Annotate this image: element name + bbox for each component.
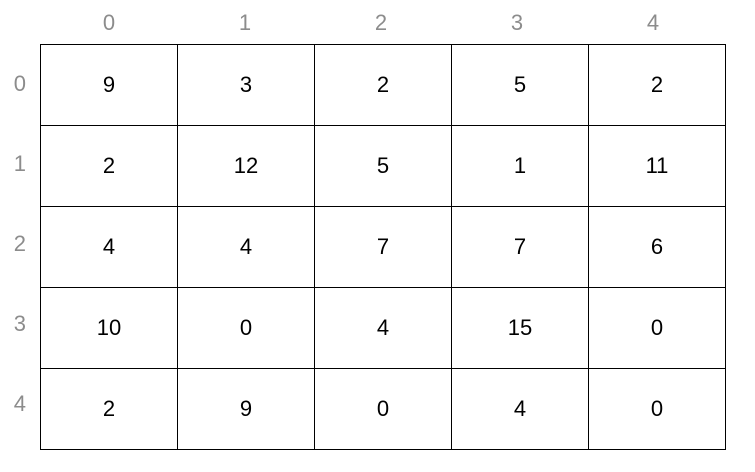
matrix-cell: 2 <box>40 125 178 207</box>
col-header-label: 3 <box>510 10 524 35</box>
row-header-label: 0 <box>13 71 26 96</box>
row-header-label: 1 <box>13 151 26 176</box>
matrix-cell: 9 <box>40 44 178 126</box>
matrix-cell: 4 <box>314 287 452 369</box>
matrix-cell: 15 <box>451 287 589 369</box>
matrix-cell: 4 <box>451 368 589 450</box>
table-row: 9 3 2 5 2 <box>40 44 726 126</box>
matrix-cell: 7 <box>451 206 589 288</box>
col-header-label: 2 <box>374 10 388 35</box>
matrix-cell: 5 <box>451 44 589 126</box>
column-header-row: 0 1 2 3 4 <box>41 10 721 36</box>
row-header-label: 3 <box>13 311 26 336</box>
table-row: 10 0 4 15 0 <box>40 287 726 369</box>
row-header-column: 0 1 2 3 4 <box>0 44 32 444</box>
table-row: 4 4 7 7 6 <box>40 206 726 288</box>
matrix-cell: 12 <box>177 125 315 207</box>
matrix-cell: 0 <box>588 287 726 369</box>
matrix-table: 9 3 2 5 2 2 12 5 1 11 4 4 7 7 6 10 <box>40 44 726 450</box>
matrix-cell: 9 <box>177 368 315 450</box>
matrix-cell: 4 <box>40 206 178 288</box>
row-header-label: 4 <box>13 391 26 416</box>
col-header-label: 0 <box>102 10 116 35</box>
matrix-cell: 2 <box>588 44 726 126</box>
matrix-cell: 2 <box>314 44 452 126</box>
row-header-label: 2 <box>13 231 26 256</box>
matrix-cell: 10 <box>40 287 178 369</box>
col-header-label: 4 <box>646 10 660 35</box>
table-row: 2 12 5 1 11 <box>40 125 726 207</box>
matrix-cell: 6 <box>588 206 726 288</box>
matrix-cell: 1 <box>451 125 589 207</box>
matrix-cell: 0 <box>314 368 452 450</box>
matrix-cell: 4 <box>177 206 315 288</box>
matrix-cell: 0 <box>177 287 315 369</box>
matrix-cell: 5 <box>314 125 452 207</box>
matrix-cell: 2 <box>40 368 178 450</box>
table-row: 2 9 0 4 0 <box>40 368 726 450</box>
matrix-cell: 0 <box>588 368 726 450</box>
matrix-cell: 3 <box>177 44 315 126</box>
matrix-cell: 7 <box>314 206 452 288</box>
matrix-cell: 11 <box>588 125 726 207</box>
col-header-label: 1 <box>238 10 252 35</box>
